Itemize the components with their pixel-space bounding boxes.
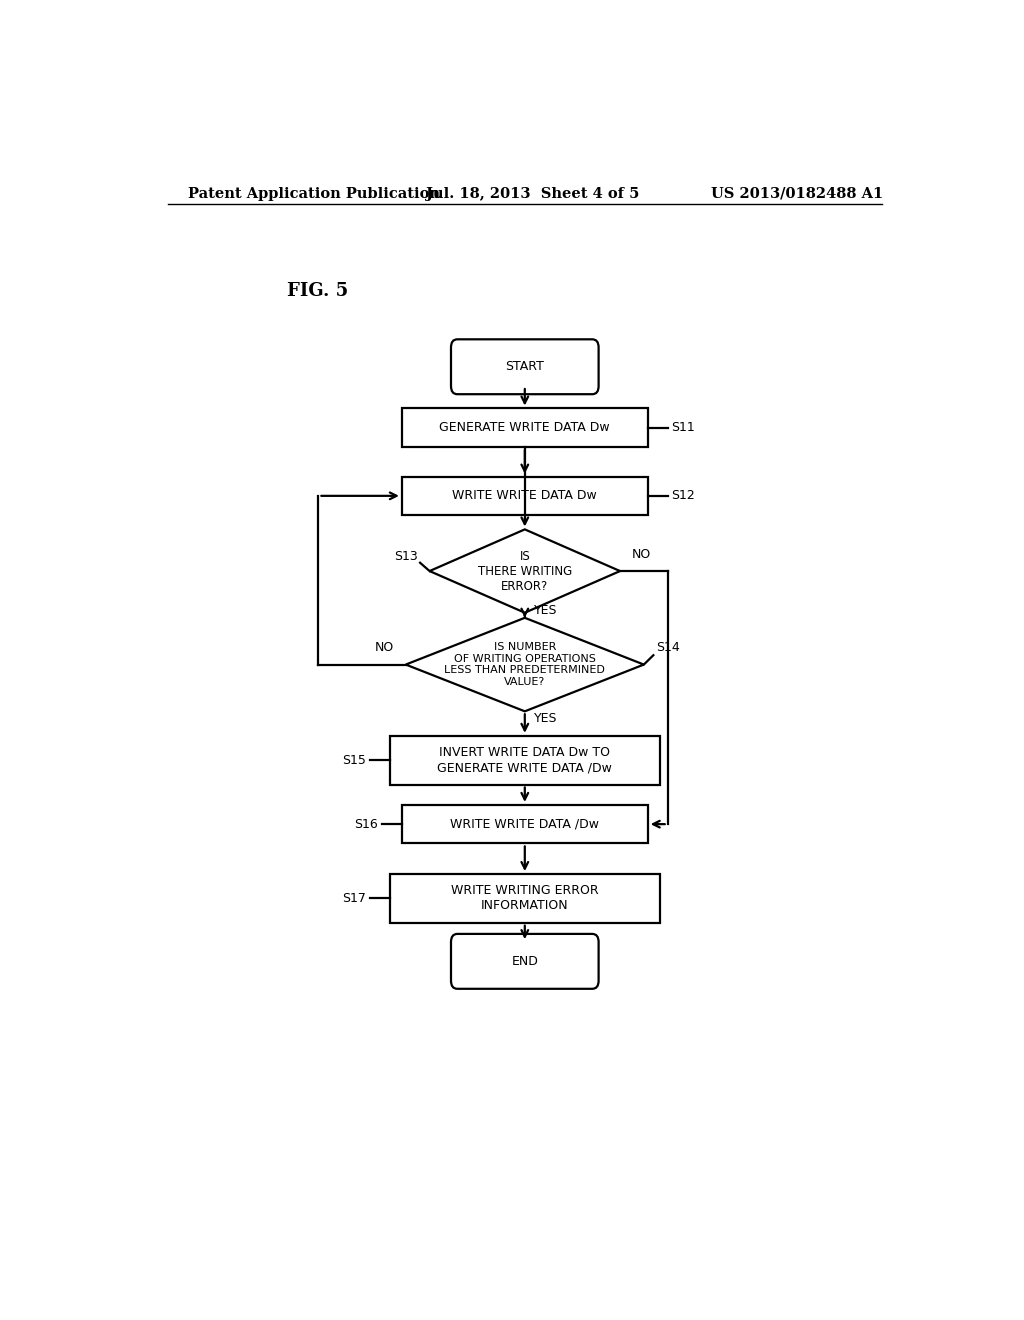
- Text: FIG. 5: FIG. 5: [287, 281, 348, 300]
- Text: INVERT WRITE DATA Dw TO
GENERATE WRITE DATA /Dw: INVERT WRITE DATA Dw TO GENERATE WRITE D…: [437, 746, 612, 774]
- Text: WRITE WRITING ERROR
INFORMATION: WRITE WRITING ERROR INFORMATION: [451, 884, 599, 912]
- Text: IS
THERE WRITING
ERROR?: IS THERE WRITING ERROR?: [477, 549, 572, 593]
- Text: START: START: [506, 360, 544, 374]
- FancyBboxPatch shape: [451, 935, 599, 989]
- Polygon shape: [406, 618, 644, 711]
- Text: YES: YES: [535, 603, 558, 616]
- Text: WRITE WRITE DATA /Dw: WRITE WRITE DATA /Dw: [451, 817, 599, 830]
- Bar: [401, 408, 648, 447]
- Text: IS NUMBER
OF WRITING OPERATIONS
LESS THAN PREDETERMINED
VALUE?: IS NUMBER OF WRITING OPERATIONS LESS THA…: [444, 642, 605, 686]
- Text: S15: S15: [342, 754, 366, 767]
- Text: NO: NO: [632, 548, 651, 561]
- Text: Jul. 18, 2013  Sheet 4 of 5: Jul. 18, 2013 Sheet 4 of 5: [426, 187, 639, 201]
- Text: END: END: [511, 954, 539, 968]
- Text: GENERATE WRITE DATA Dw: GENERATE WRITE DATA Dw: [439, 421, 610, 434]
- Text: NO: NO: [375, 642, 394, 655]
- Text: S13: S13: [394, 549, 418, 562]
- Text: US 2013/0182488 A1: US 2013/0182488 A1: [712, 187, 884, 201]
- Text: S16: S16: [354, 817, 378, 830]
- Polygon shape: [430, 529, 620, 612]
- Text: S14: S14: [655, 642, 680, 655]
- Text: Patent Application Publication: Patent Application Publication: [187, 187, 439, 201]
- Text: S11: S11: [672, 421, 695, 434]
- Text: YES: YES: [535, 711, 558, 725]
- FancyBboxPatch shape: [451, 339, 599, 395]
- Bar: [390, 735, 659, 784]
- Bar: [401, 477, 648, 515]
- Text: S12: S12: [672, 490, 695, 503]
- Text: S17: S17: [342, 892, 366, 904]
- Bar: [401, 805, 648, 843]
- Text: WRITE WRITE DATA Dw: WRITE WRITE DATA Dw: [453, 490, 597, 503]
- Bar: [390, 874, 659, 923]
